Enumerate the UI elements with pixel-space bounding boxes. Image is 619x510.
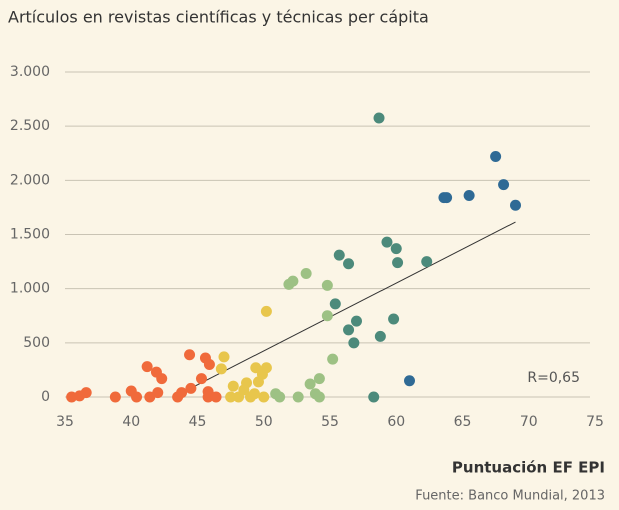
chart-title: Artículos en revistas científicas y técn… <box>8 8 429 27</box>
point <box>185 382 197 394</box>
point <box>321 310 333 322</box>
point <box>333 249 345 261</box>
point <box>218 351 230 363</box>
point <box>131 391 143 403</box>
point <box>441 192 453 204</box>
point <box>292 391 304 403</box>
point <box>390 243 402 255</box>
point <box>327 353 339 365</box>
point <box>225 391 237 403</box>
point <box>321 279 333 291</box>
x-tick-label: 60 <box>387 414 405 430</box>
point <box>210 391 222 403</box>
point <box>300 268 312 279</box>
point <box>287 275 299 287</box>
x-tick-label: 75 <box>586 414 604 430</box>
point <box>215 363 227 375</box>
point <box>392 257 404 269</box>
point <box>490 151 502 162</box>
trend-line <box>173 221 516 398</box>
point <box>203 359 215 370</box>
point <box>152 387 164 399</box>
point <box>348 337 360 349</box>
point <box>343 324 355 336</box>
x-tick-label: 55 <box>321 414 339 430</box>
point <box>248 388 260 400</box>
point <box>141 361 153 373</box>
point <box>313 373 325 385</box>
x-tick-label: 45 <box>189 414 207 430</box>
point <box>260 305 272 317</box>
point <box>381 236 393 248</box>
x-axis-label: Puntuación EF EPI <box>452 459 605 477</box>
point <box>184 349 196 361</box>
x-tick-label: 35 <box>56 414 74 430</box>
x-tick-label: 70 <box>520 414 538 430</box>
point <box>351 315 362 327</box>
point <box>404 375 415 387</box>
point <box>329 298 341 310</box>
annotation: R=0,65 <box>527 370 580 386</box>
point <box>304 378 316 390</box>
point <box>156 373 168 385</box>
point <box>343 258 355 270</box>
y-tick-label: 2.500 <box>10 118 50 134</box>
point <box>510 199 521 211</box>
y-tick-label: 2.000 <box>10 172 50 188</box>
x-tick-label: 50 <box>255 414 273 430</box>
point <box>258 391 270 403</box>
point <box>374 330 386 342</box>
y-tick-label: 500 <box>23 335 50 351</box>
point <box>195 373 207 385</box>
y-tick-label: 3.000 <box>10 64 50 80</box>
point <box>274 391 286 403</box>
point <box>421 256 433 268</box>
point <box>373 112 385 124</box>
y-tick-label: 1.000 <box>10 281 50 297</box>
point <box>368 391 380 403</box>
point <box>498 179 510 191</box>
source: Fuente: Banco Mundial, 2013 <box>415 489 605 504</box>
y-tick-label: 0 <box>41 389 50 405</box>
point <box>388 313 400 325</box>
point <box>176 387 188 399</box>
y-tick-label: 1.500 <box>10 227 50 243</box>
point <box>241 377 253 389</box>
point <box>109 391 121 403</box>
point <box>227 380 239 392</box>
point <box>313 391 325 403</box>
point <box>80 387 92 399</box>
point <box>260 362 272 374</box>
x-tick-label: 65 <box>454 414 472 430</box>
point <box>463 190 475 201</box>
point <box>202 386 214 398</box>
x-tick-label: 40 <box>122 414 140 430</box>
